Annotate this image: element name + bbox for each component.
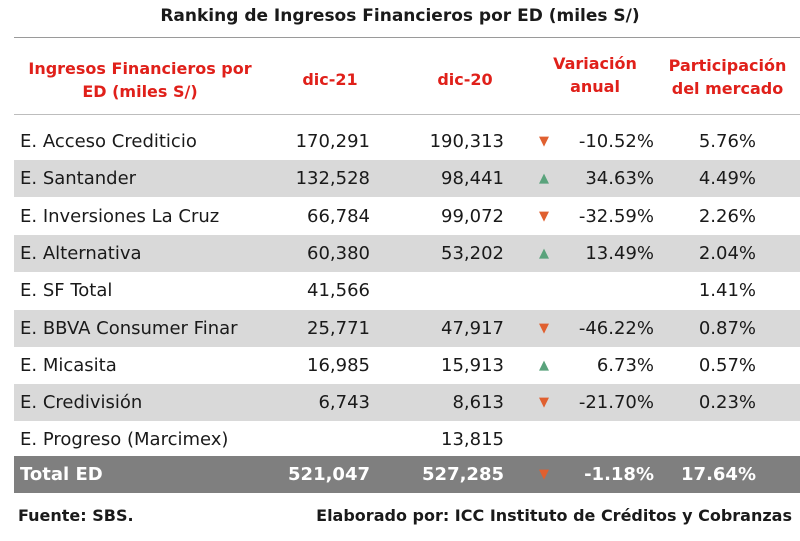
- value-dic20: 190,313: [429, 131, 504, 152]
- variation-value: 6.73%: [596, 355, 654, 376]
- entity-name: E. Alternativa: [20, 243, 142, 264]
- table-row: E. Micasita 16,985 15,913 ▲ 6.73% 0.57%: [14, 347, 800, 384]
- variation-value: 34.63%: [585, 168, 654, 189]
- entity-name: E. Santander: [20, 168, 137, 189]
- value-dic20: 13,815: [441, 429, 504, 450]
- variation-value: -10.52%: [578, 131, 654, 152]
- header-variacion-line1: Variación: [553, 54, 637, 73]
- variation-value: -32.59%: [578, 206, 654, 227]
- market-share-value: 17.64%: [681, 464, 756, 485]
- value-dic20: 47,917: [441, 318, 504, 339]
- market-share-value: 0.23%: [698, 392, 756, 413]
- footer-credit: Elaborado por: ICC Instituto de Créditos…: [316, 506, 792, 525]
- trend-icon: ▲: [539, 358, 549, 373]
- value-dic20: 8,613: [452, 392, 504, 413]
- trend-icon: [532, 421, 556, 458]
- trend-icon: ▼: [539, 467, 549, 482]
- entity-name: E. Credivisión: [20, 392, 143, 413]
- value-dic21: 25,771: [307, 318, 370, 339]
- header-variacion: Variación anual: [530, 52, 660, 98]
- header-variacion-line2: anual: [570, 77, 620, 96]
- trend-icon: ▲: [539, 171, 549, 186]
- value-dic21: 521,047: [288, 464, 370, 485]
- market-share-value: 4.49%: [698, 168, 756, 189]
- variation-value: [562, 272, 654, 309]
- header-participacion: Participación del mercado: [655, 54, 800, 100]
- header-divider: [14, 114, 800, 115]
- value-dic21: 132,528: [295, 168, 370, 189]
- header-ingresos: Ingresos Financieros por ED (miles S/): [14, 57, 266, 103]
- trend-icon: ▼: [539, 134, 549, 149]
- table-row: E. Inversiones La Cruz 66,784 99,072 ▼ -32.5…: [14, 198, 800, 235]
- header-participacion-line2: del mercado: [671, 79, 784, 98]
- market-share-value: 2.04%: [698, 243, 756, 264]
- variation-value: -1.18%: [584, 464, 654, 485]
- value-dic20: 99,072: [441, 206, 504, 227]
- table-row: E. Santander 132,528 98,441 ▲ 34.63% 4.49%: [14, 160, 800, 197]
- market-share-value: 0.87%: [698, 318, 756, 339]
- value-dic21: 16,985: [307, 355, 370, 376]
- entity-name: Total ED: [20, 464, 103, 485]
- value-dic21: 41,566: [307, 280, 370, 301]
- value-dic20: 98,441: [441, 168, 504, 189]
- entity-name: E. BBVA Consumer Finar: [20, 318, 238, 339]
- table-row: E. Acceso Crediticio 170,291 190,313 ▼ -10.5…: [14, 123, 800, 160]
- trend-icon: ▲: [539, 246, 549, 261]
- entity-name: E. Acceso Crediticio: [20, 131, 197, 152]
- header-ingresos-line1: Ingresos Financieros por: [28, 59, 252, 78]
- value-dic20: [370, 272, 504, 309]
- trend-icon: ▼: [539, 209, 549, 224]
- table-row: E. Progreso (Marcimex) 13,815: [14, 421, 800, 458]
- value-dic21: 170,291: [295, 131, 370, 152]
- variation-value: [562, 421, 654, 458]
- value-dic20: 53,202: [441, 243, 504, 264]
- footer-source: Fuente: SBS.: [18, 506, 134, 525]
- variation-value: 13.49%: [585, 243, 654, 264]
- table-title: Ranking de Ingresos Financieros por ED (…: [160, 6, 640, 26]
- market-share-value: 0.57%: [698, 355, 756, 376]
- header-participacion-line1: Participación: [668, 56, 787, 75]
- value-dic20: 527,285: [422, 464, 504, 485]
- market-share-value: 2.26%: [698, 206, 756, 227]
- value-dic21: [278, 421, 370, 458]
- variation-value: -21.70%: [578, 392, 654, 413]
- entity-name: E. SF Total: [20, 280, 113, 301]
- title-divider: [14, 37, 800, 38]
- value-dic21: 66,784: [307, 206, 370, 227]
- market-share-value: [664, 421, 756, 458]
- entity-name: E. Micasita: [20, 355, 117, 376]
- value-dic21: 6,743: [318, 392, 370, 413]
- header-ingresos-line2: ED (miles S/): [82, 82, 198, 101]
- entity-name: E. Inversiones La Cruz: [20, 206, 220, 227]
- header-dic20: dic-20: [437, 70, 493, 89]
- trend-icon: [532, 272, 556, 309]
- header-dic21: dic-21: [302, 70, 358, 89]
- total-row: Total ED 521,047 527,285 ▼ -1.18% 17.64%: [14, 456, 800, 493]
- trend-icon: ▼: [539, 321, 549, 336]
- entity-name: E. Progreso (Marcimex): [20, 429, 229, 450]
- variation-value: -46.22%: [578, 318, 654, 339]
- value-dic21: 60,380: [307, 243, 370, 264]
- market-share-value: 1.41%: [698, 280, 756, 301]
- table-row: E. Credivisión 6,743 8,613 ▼ -21.70% 0.23%: [14, 384, 800, 421]
- value-dic20: 15,913: [441, 355, 504, 376]
- market-share-value: 5.76%: [698, 131, 756, 152]
- table-row: E. Alternativa 60,380 53,202 ▲ 13.49% 2.04%: [14, 235, 800, 272]
- table-row: E. SF Total 41,566 1.41%: [14, 272, 800, 309]
- trend-icon: ▼: [539, 395, 549, 410]
- table-row: E. BBVA Consumer Finar 25,771 47,917 ▼ -46.2…: [14, 310, 800, 347]
